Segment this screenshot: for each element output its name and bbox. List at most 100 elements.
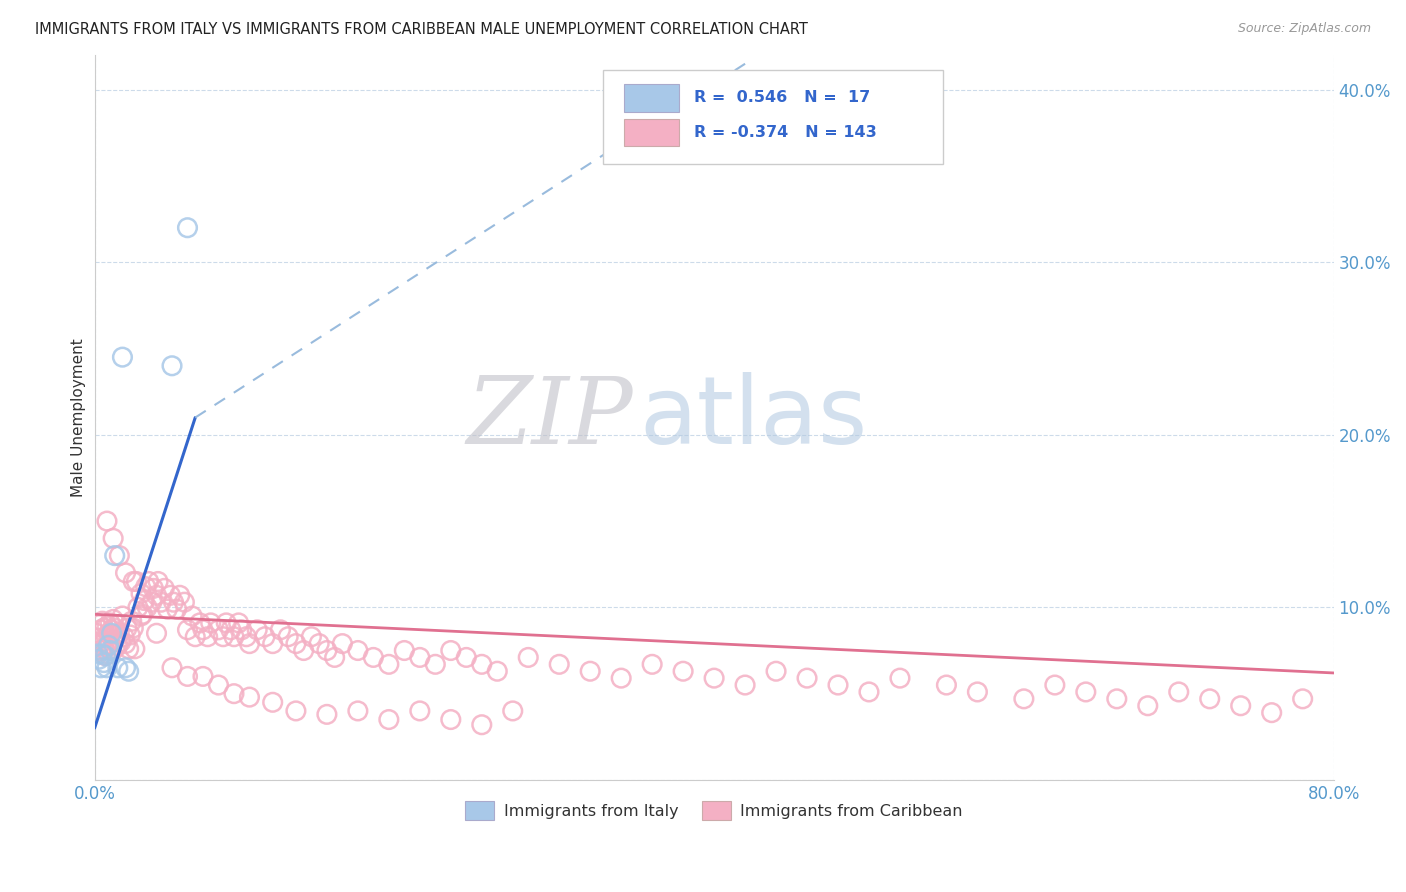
Point bbox=[284, 637, 307, 651]
Point bbox=[889, 671, 911, 685]
Point bbox=[96, 514, 118, 528]
Point bbox=[93, 641, 115, 656]
Point bbox=[188, 615, 211, 630]
Point bbox=[97, 626, 120, 640]
Point bbox=[1012, 691, 1035, 706]
Point bbox=[98, 643, 121, 657]
Point bbox=[153, 582, 176, 596]
Point bbox=[292, 643, 315, 657]
Point bbox=[176, 220, 198, 235]
Point bbox=[394, 643, 416, 657]
Point bbox=[641, 657, 664, 672]
Point bbox=[90, 661, 112, 675]
Point bbox=[150, 595, 173, 609]
Point bbox=[101, 633, 124, 648]
Point bbox=[129, 586, 152, 600]
Point bbox=[308, 637, 330, 651]
Point bbox=[765, 665, 787, 679]
Point bbox=[145, 626, 167, 640]
Text: atlas: atlas bbox=[640, 372, 868, 464]
Point bbox=[347, 643, 370, 657]
Point bbox=[97, 638, 120, 652]
Y-axis label: Male Unemployment: Male Unemployment bbox=[72, 338, 86, 497]
Point bbox=[104, 621, 127, 635]
Point bbox=[222, 630, 245, 644]
Point bbox=[316, 707, 339, 722]
Point bbox=[579, 665, 602, 679]
Text: ZIP: ZIP bbox=[467, 373, 634, 463]
Point bbox=[1105, 691, 1128, 706]
Point bbox=[90, 643, 112, 657]
Point bbox=[215, 615, 238, 630]
Point bbox=[142, 582, 165, 596]
Point bbox=[1229, 698, 1251, 713]
Point bbox=[827, 678, 849, 692]
Point bbox=[269, 623, 291, 637]
Point bbox=[471, 657, 494, 672]
Point bbox=[129, 609, 152, 624]
Point bbox=[1136, 698, 1159, 713]
Point bbox=[672, 665, 695, 679]
Point bbox=[100, 626, 122, 640]
Point bbox=[138, 574, 160, 589]
Point bbox=[117, 665, 139, 679]
Point bbox=[502, 704, 524, 718]
Point bbox=[347, 704, 370, 718]
Point bbox=[108, 549, 131, 563]
Point bbox=[84, 626, 107, 640]
Point bbox=[104, 641, 127, 656]
Point bbox=[120, 628, 142, 642]
Point bbox=[98, 637, 121, 651]
Point bbox=[91, 647, 114, 661]
Point bbox=[1167, 685, 1189, 699]
Point bbox=[93, 621, 115, 635]
Point bbox=[207, 678, 229, 692]
Point bbox=[456, 650, 478, 665]
Point bbox=[134, 593, 156, 607]
Point bbox=[191, 623, 214, 637]
Point bbox=[703, 671, 725, 685]
Point bbox=[141, 595, 163, 609]
Point bbox=[162, 595, 184, 609]
Point bbox=[160, 359, 183, 373]
Point bbox=[97, 647, 120, 661]
Point bbox=[219, 623, 242, 637]
Point bbox=[105, 628, 128, 642]
Point bbox=[96, 661, 118, 675]
Point bbox=[246, 623, 269, 637]
Point bbox=[548, 657, 571, 672]
Point bbox=[96, 640, 118, 654]
Point bbox=[96, 619, 118, 633]
Point bbox=[93, 656, 115, 670]
Point bbox=[100, 623, 122, 637]
FancyBboxPatch shape bbox=[603, 70, 943, 164]
Point bbox=[471, 717, 494, 731]
Point bbox=[332, 637, 354, 651]
Point bbox=[1198, 691, 1220, 706]
Point bbox=[197, 630, 219, 644]
Point bbox=[89, 652, 111, 666]
Point bbox=[409, 650, 432, 665]
Point bbox=[122, 621, 145, 635]
Point bbox=[378, 657, 401, 672]
Point bbox=[94, 648, 117, 663]
Point bbox=[122, 574, 145, 589]
Point bbox=[90, 623, 112, 637]
Point bbox=[1074, 685, 1097, 699]
Point bbox=[323, 650, 346, 665]
Point bbox=[159, 588, 181, 602]
Point bbox=[166, 602, 188, 616]
Point bbox=[316, 643, 339, 657]
Point bbox=[101, 612, 124, 626]
Point bbox=[222, 687, 245, 701]
Point bbox=[91, 635, 114, 649]
Point bbox=[111, 350, 134, 364]
Point bbox=[136, 600, 159, 615]
Point bbox=[734, 678, 756, 692]
Point bbox=[89, 617, 111, 632]
Point bbox=[146, 574, 169, 589]
Point bbox=[966, 685, 988, 699]
Point bbox=[107, 661, 129, 675]
FancyBboxPatch shape bbox=[624, 119, 679, 146]
Point bbox=[94, 630, 117, 644]
